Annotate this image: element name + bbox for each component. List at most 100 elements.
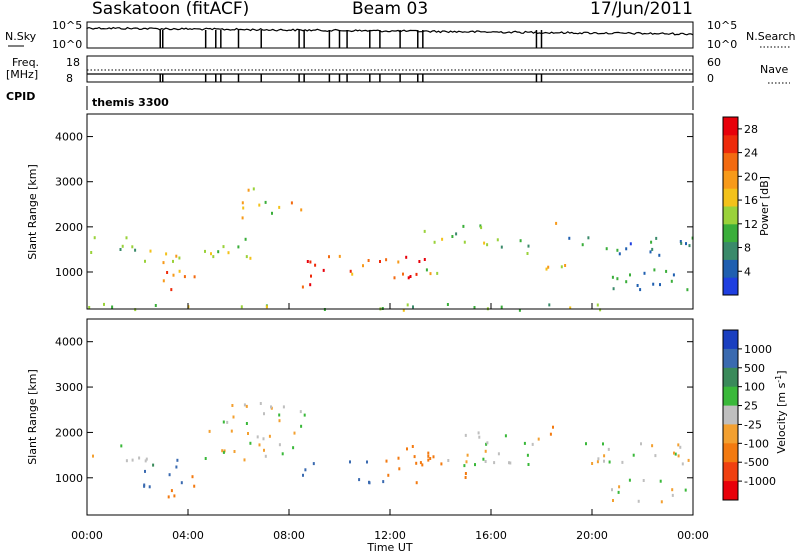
y-tick-label: 2000 [55,426,83,439]
velocity-cell [651,444,654,448]
velocity-cell [222,450,225,454]
power-cell [547,265,550,269]
power-colorbar-swatch [723,259,738,278]
velocity-cell [233,450,236,453]
velocity-colorbar-ticks: 1000 500 100 25 -25 -100 -500 -1000 [738,343,776,488]
velocity-cell [231,404,234,407]
power-colorbar-swatch [723,134,738,154]
y-tick-label: 1000 [55,472,83,485]
velocity-cell [278,419,281,423]
velocity-cell [465,460,468,464]
velocity-y-axis-label: Slant Range [km] [26,369,39,465]
power-cell [618,252,621,256]
power-cell [518,308,521,312]
velocity-cell [245,422,248,425]
velocity-cell [608,460,611,464]
power-cell [651,247,654,251]
velocity-cell [677,454,680,458]
power-cell [193,275,196,279]
power-cell [418,260,421,263]
power-cell [385,258,388,262]
nave-tick-bottom: 0 [707,72,714,85]
velocity-cell [292,446,295,450]
power-cell [629,242,632,246]
velocity-cell [440,462,443,466]
velocity-colorbar-cells [723,330,738,501]
power-cell [397,260,400,264]
power-cell [412,305,414,309]
power-colorbar-swatch [723,170,738,189]
power-cell [564,264,567,267]
power-colorbar-label: Power [dB] [758,176,771,236]
velocity-cell [349,460,351,464]
velocity-cell [268,434,271,438]
x-tick-label: 00:00 [71,529,103,542]
velocity-cell [621,460,624,464]
velocity-cell [282,405,285,409]
power-cell [587,236,590,240]
power-cell [402,308,405,312]
power-cell [680,241,683,245]
power-cell [111,305,114,309]
velocity-cell [278,443,281,447]
velocity-cell [263,448,265,452]
power-cell [210,252,212,256]
power-cell [328,255,330,259]
velocity-cell [427,451,430,455]
power-cell [217,250,220,254]
power-colorbar-tick-label: 12 [744,218,758,231]
velocity-colorbar-swatch [723,367,738,388]
velocity-colorbar-swatch [723,443,738,463]
power-cell [569,306,572,310]
power-cell [309,260,312,264]
power-cell [154,304,157,307]
velocity-panel-frame [86,318,694,516]
power-cell [241,216,244,220]
power-cell [643,271,646,275]
power-cell [616,248,619,252]
power-cell [125,236,128,240]
freq-unit: [MHz] [6,68,38,81]
velocity-cell [148,485,151,489]
power-cell [90,251,93,254]
velocity-cell [222,420,225,424]
power-cell [527,244,530,248]
velocity-cell [180,481,183,485]
velocity-colorbar-tick-label: 25 [744,400,758,413]
velocity-cell [175,465,178,469]
power-cell [309,283,312,287]
power-cell [245,255,248,259]
power-cell [222,245,225,249]
power-cell [685,242,687,246]
velocity-cell [226,420,229,424]
velocity-cell [603,454,606,458]
velocity-cell [677,443,680,447]
velocity-cell [358,478,361,482]
power-colorbar-cells [723,117,738,296]
velocity-colorbar-tick-label: -500 [744,456,769,469]
power-cell [162,279,165,283]
power-colorbar-tick-label: 28 [744,123,758,136]
velocity-cell [278,413,281,417]
power-cell [165,252,168,256]
power-cell [271,211,273,215]
velocity-cell [632,453,635,457]
velocity-colorbar-label: Velocity [m s-1] [774,370,788,453]
power-colorbar-swatch [723,241,738,260]
power-cell [653,268,656,272]
velocity-colorbar-tick-label: -1000 [744,475,776,488]
power-cell [144,259,146,263]
velocity-cell [398,467,401,471]
noise-tick-right-bottom: 10^0 [707,38,737,51]
power-cell [241,201,244,205]
freq-label: Freq. [12,56,39,69]
power-cell [659,283,661,287]
velocity-cell [654,454,657,458]
power-cell [310,274,312,278]
velocity-colorbar: 1000 500 100 25 -25 -100 -500 -1000 Velocity [m… [722,329,788,501]
power-cell [545,267,548,271]
power-cell [612,287,615,291]
power-cell [500,245,503,249]
velocity-colorbar-swatch [723,424,738,444]
velocity-cell [660,500,663,504]
